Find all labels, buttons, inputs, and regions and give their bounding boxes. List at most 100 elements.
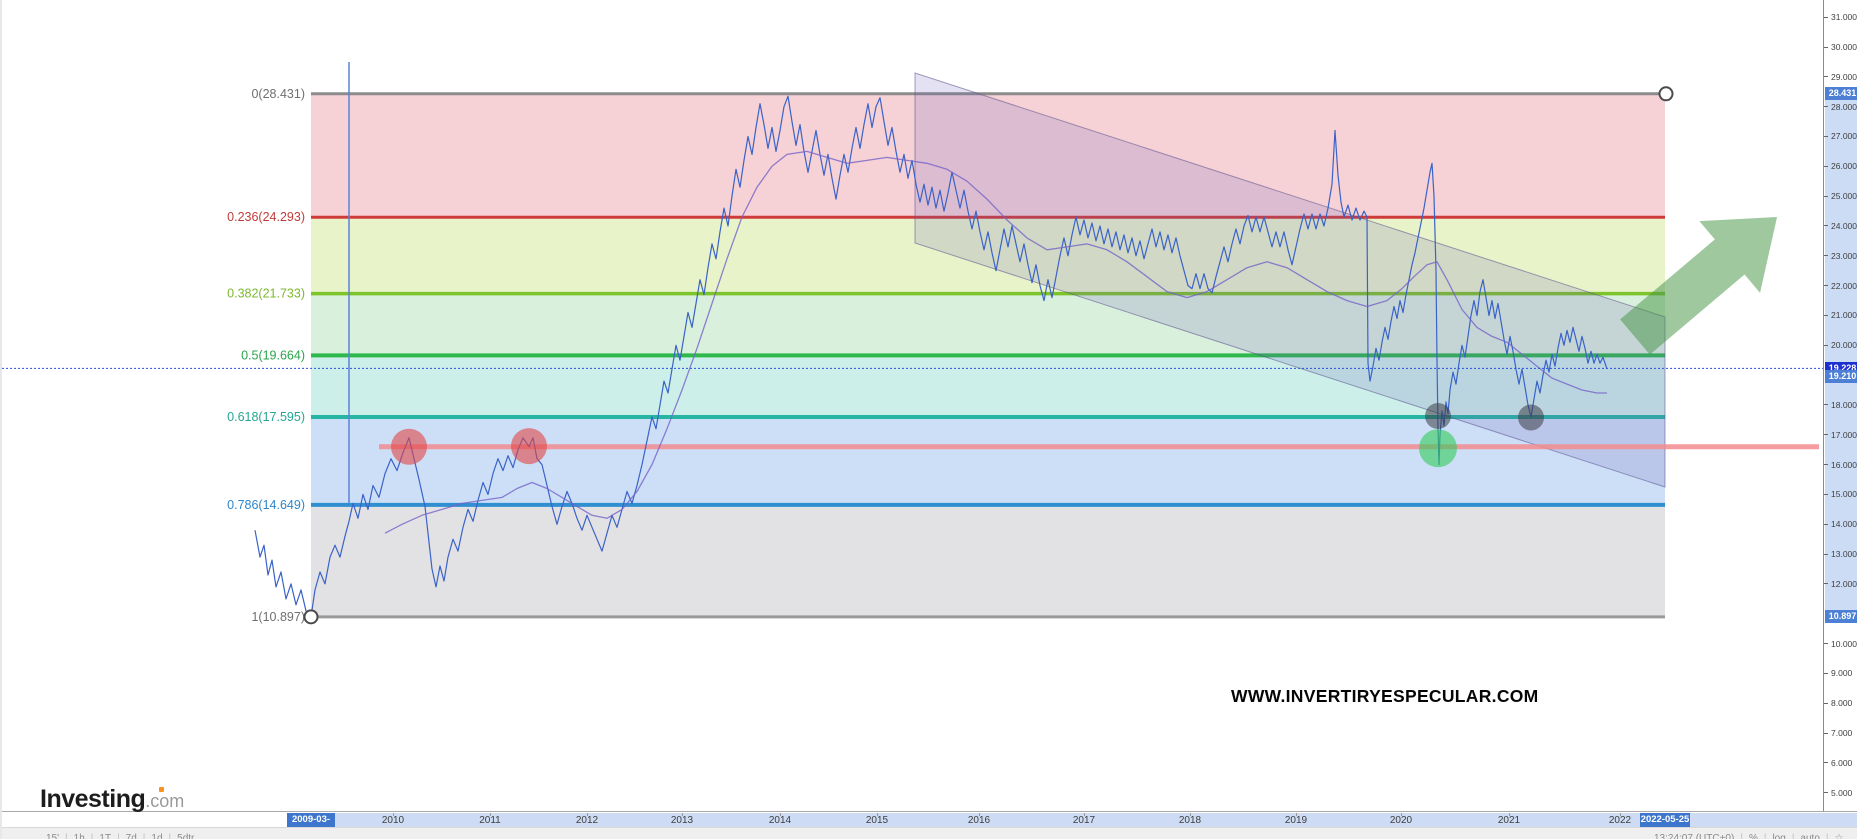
price-tick-label: 22.000 xyxy=(1831,280,1857,291)
price-tick-label: 5.000 xyxy=(1831,787,1853,798)
price-tick-label: 29.000 xyxy=(1831,71,1857,82)
time-tick-label: 2012 xyxy=(575,815,599,826)
price-tick-label: 26.000 xyxy=(1831,161,1857,172)
scale-button[interactable]: % xyxy=(1748,833,1758,839)
price-tick-mark xyxy=(1824,135,1828,137)
price-tick-label: 9.000 xyxy=(1831,668,1853,679)
price-tick-mark xyxy=(1824,76,1828,78)
price-tick-mark xyxy=(1824,434,1828,436)
logo-text: Investing xyxy=(40,785,146,813)
scale-button[interactable]: auto xyxy=(1800,833,1820,839)
price-tick-mark xyxy=(1824,553,1828,555)
fib-label-0.5: 0.5(19.664) xyxy=(241,348,305,362)
time-tick-mark xyxy=(393,813,394,816)
fib-start-date-label: 2009-03-16 xyxy=(287,813,335,839)
time-tick-mark xyxy=(1084,813,1085,816)
gray-circle-1-drawing[interactable] xyxy=(1425,402,1451,429)
interval-button[interactable]: 5dtr xyxy=(177,833,195,839)
time-tick-mark xyxy=(490,813,491,816)
interval-button[interactable]: 7d xyxy=(125,833,137,839)
time-tick-mark xyxy=(780,813,781,816)
price-tick-mark xyxy=(1824,16,1828,18)
time-tick-label: 2022 xyxy=(1608,815,1632,826)
interval-button[interactable]: 1T xyxy=(99,833,112,839)
bottom-toolbar: 15' | 1h | 1T | 7d | 1d | 5dtr 13:24:07 (UTC+0) |% |… xyxy=(2,827,1857,839)
clock-label: 13:24:07 (UTC+0) xyxy=(1654,833,1735,839)
fib-band-0.382 xyxy=(311,293,1665,356)
fib-band-0.786 xyxy=(311,504,1665,617)
scale-button[interactable]: ☆ xyxy=(1834,833,1844,839)
price-tick-label: 15.000 xyxy=(1831,489,1857,500)
time-tick-label: 2015 xyxy=(865,815,889,826)
price-tick-mark xyxy=(1824,404,1828,406)
price-tick-mark xyxy=(1824,106,1828,108)
close-price-tag: 19.210 xyxy=(1825,369,1857,383)
price-tick-label: 31.000 xyxy=(1831,12,1857,23)
price-tick-label: 12.000 xyxy=(1831,578,1857,589)
fib-anchor-left-handle[interactable] xyxy=(303,609,319,625)
bullish-arrow-drawing[interactable] xyxy=(1605,181,1808,373)
fib-label-0.236: 0.236(24.293) xyxy=(227,210,305,224)
price-tick-label: 20.000 xyxy=(1831,340,1857,351)
fib-low-tag: 10.897 xyxy=(1825,610,1857,624)
price-tick-mark xyxy=(1824,762,1828,764)
price-tick-label: 30.000 xyxy=(1831,42,1857,52)
time-axis[interactable]: 2009-03-16 2022-05-25 2010 2011 2012 2013 20… xyxy=(2,811,1857,839)
scale-button[interactable]: log xyxy=(1772,833,1786,839)
price-tick-label: 27.000 xyxy=(1831,131,1857,142)
price-tick-label: 18.000 xyxy=(1831,399,1857,410)
descending-channel-drawing[interactable] xyxy=(914,72,1666,488)
price-tick-label: 14.000 xyxy=(1831,519,1857,530)
green-circle-drawing[interactable] xyxy=(1419,429,1457,468)
price-tick-label: 21.000 xyxy=(1831,310,1857,321)
price-tick-label: 8.000 xyxy=(1831,698,1853,709)
fib-high-tag: 28.431 xyxy=(1825,87,1857,101)
watermark-text: WWW.INVERTIRYESPECULAR.COM xyxy=(1231,686,1539,706)
price-tick-mark xyxy=(1824,46,1828,48)
price-tick-mark xyxy=(1824,732,1828,734)
price-tick-mark xyxy=(1824,255,1828,257)
price-tick-mark xyxy=(1824,493,1828,495)
interval-button[interactable]: 15' xyxy=(46,833,60,839)
interval-buttons[interactable]: 15' | 1h | 1T | 7d | 1d | 5dtr xyxy=(46,833,194,839)
time-tick-label: 2011 xyxy=(479,815,501,826)
price-tick-label: 7.000 xyxy=(1831,728,1853,739)
price-tick-label: 17.000 xyxy=(1831,429,1857,440)
price-tick-mark xyxy=(1824,523,1828,525)
time-tick-mark xyxy=(682,813,683,816)
time-tick-label: 2019 xyxy=(1284,815,1308,826)
time-tick-mark xyxy=(1620,813,1621,816)
logo-suffix: .com xyxy=(145,791,185,811)
red-circle-1-drawing[interactable] xyxy=(391,428,427,465)
time-tick-label: 2017 xyxy=(1072,815,1096,826)
fib-band-0 xyxy=(311,93,1665,218)
time-tick-label: 2014 xyxy=(768,815,792,826)
time-tick-label: 2016 xyxy=(967,815,991,826)
price-tick-label: 28.000 xyxy=(1831,101,1857,112)
interval-button[interactable]: 1h xyxy=(73,833,85,839)
price-tick-mark xyxy=(1824,702,1828,704)
gray-circle-2-drawing[interactable] xyxy=(1518,404,1544,431)
investing-logo[interactable]: Investing.com xyxy=(40,785,184,814)
price-tick-mark xyxy=(1824,672,1828,674)
red-circle-2-drawing[interactable] xyxy=(511,428,547,465)
time-tick-mark xyxy=(877,813,878,816)
interval-button[interactable]: 1d xyxy=(151,833,163,839)
fib-band-0.618 xyxy=(311,417,1665,505)
time-tick-label: 2010 xyxy=(381,815,405,826)
fib-anchor-right-handle[interactable] xyxy=(1658,86,1674,102)
price-tick-label: 16.000 xyxy=(1831,459,1857,470)
price-axis[interactable]: 31.000 30.000 29.000 28.000 27.000 26.000 25.0… xyxy=(1823,0,1857,811)
price-tick-mark xyxy=(1824,285,1828,287)
scale-settings-buttons[interactable]: 13:24:07 (UTC+0) |% | log | auto | ☆ xyxy=(1654,833,1843,839)
time-tick-mark xyxy=(1296,813,1297,816)
time-tick-mark xyxy=(1401,813,1402,816)
time-tick-label: 2020 xyxy=(1389,815,1413,826)
price-tick-mark xyxy=(1824,344,1828,346)
price-tick-label: 25.000 xyxy=(1831,191,1857,202)
moving-average-line xyxy=(384,150,1607,534)
price-tick-mark xyxy=(1824,165,1828,167)
time-tick-mark xyxy=(1190,813,1191,816)
